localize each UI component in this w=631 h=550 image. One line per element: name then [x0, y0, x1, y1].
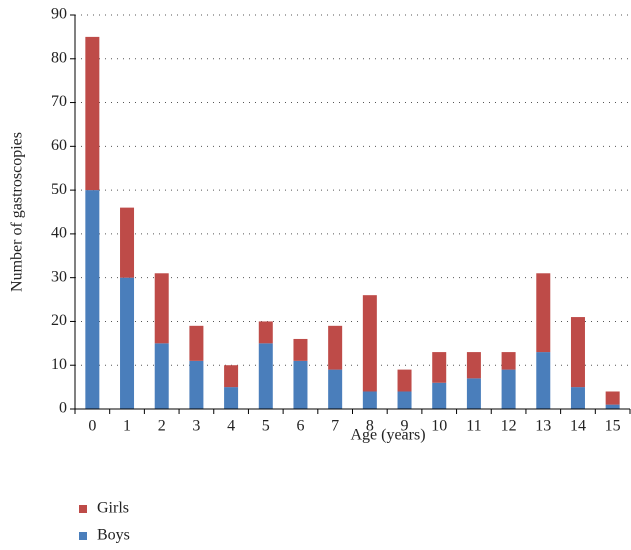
bar-segment [605, 391, 620, 405]
y-tick-label: 80 [51, 49, 67, 66]
bar-segment [432, 352, 447, 383]
bar-segment [85, 190, 100, 409]
bar-segment [466, 378, 481, 409]
bar-segment [154, 273, 169, 344]
bar-segment [293, 338, 308, 361]
bar-segment [605, 404, 620, 409]
y-tick-label: 10 [51, 356, 67, 373]
x-tick-label: 1 [123, 418, 131, 435]
x-tick-label: 3 [192, 418, 200, 435]
x-tick-label: 15 [605, 418, 621, 435]
bar-segment [397, 391, 412, 409]
y-tick-label: 90 [51, 6, 67, 23]
bar-segment [501, 369, 516, 409]
bar-segment [362, 295, 377, 392]
legend-label: Boys [97, 527, 130, 544]
x-tick-label: 4 [227, 418, 235, 435]
bar-segment [120, 277, 135, 409]
bar-segment [293, 360, 308, 409]
bar-segment [570, 317, 585, 388]
y-tick-label: 50 [51, 181, 67, 198]
x-tick-label: 12 [501, 418, 517, 435]
x-tick-label: 5 [262, 418, 270, 435]
bar-segment [501, 352, 516, 370]
x-tick-label: 7 [331, 418, 339, 435]
legend-label: Girls [97, 500, 129, 517]
bar-segment [85, 36, 100, 191]
x-tick-label: 2 [158, 418, 166, 435]
bar-segment [570, 387, 585, 409]
bar-segment [328, 369, 343, 409]
x-tick-label: 13 [535, 418, 551, 435]
x-tick-label: 11 [466, 418, 481, 435]
bar-segment [224, 387, 239, 409]
x-tick-label: 8 [366, 418, 374, 435]
x-tick-label: 14 [570, 418, 586, 435]
bar-segment [432, 382, 447, 409]
bar-segment [466, 352, 481, 379]
x-tick-label: 0 [88, 418, 96, 435]
bar-segment [536, 352, 551, 409]
x-tick-label: 6 [296, 418, 304, 435]
bar-segment [536, 273, 551, 353]
y-tick-label: 0 [59, 400, 67, 417]
y-axis-label: Number of gastroscopies [9, 132, 26, 292]
x-tick-label: 9 [401, 418, 409, 435]
bar-segment [120, 207, 135, 278]
y-tick-label: 60 [51, 137, 67, 154]
bar-segment [362, 391, 377, 409]
y-tick-label: 70 [51, 93, 67, 110]
x-axis-label: Age (years) [350, 427, 425, 444]
legend-swatch [79, 505, 87, 513]
bar-segment [258, 343, 273, 409]
y-tick-label: 40 [51, 225, 67, 242]
bar-segment [258, 321, 273, 344]
bar-segment [189, 325, 204, 361]
legend-swatch [79, 532, 87, 540]
y-tick-label: 30 [51, 268, 67, 285]
bar-segment [224, 365, 239, 388]
bar-segment [189, 360, 204, 409]
x-tick-label: 10 [431, 418, 447, 435]
bar-segment [397, 369, 412, 392]
y-tick-label: 20 [51, 312, 67, 329]
bar-segment [154, 343, 169, 409]
bar-segment [328, 325, 343, 370]
